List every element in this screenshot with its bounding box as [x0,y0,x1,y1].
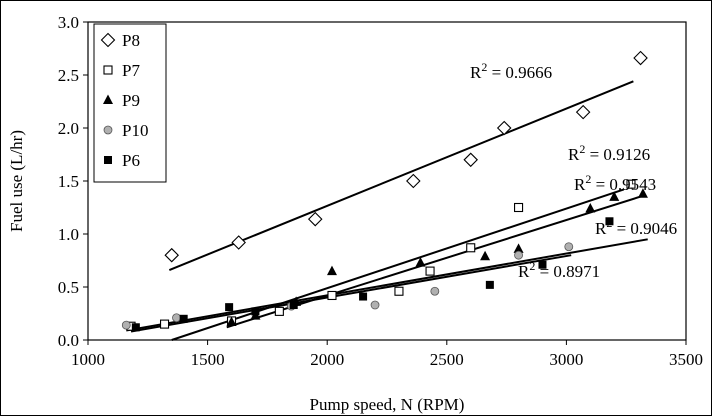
y-tick-label: 2.0 [58,119,79,138]
trendline-p7 [171,188,625,341]
point-p8 [633,50,648,66]
y-tick-label: 2.5 [58,66,79,85]
r2-label-p9: R2 = 0.9543 [574,172,656,194]
point-p7 [425,266,435,276]
point-p9 [513,243,524,253]
point-p7 [514,202,524,213]
point-p9 [415,257,426,267]
r2-label-p8: R2 = 0.9666 [470,60,552,82]
x-tick-label: 3500 [669,350,703,369]
point-p9 [609,191,620,201]
point-p8 [164,247,179,263]
point-p8 [463,152,478,168]
point-p8 [406,173,421,189]
y-tick-label: 1.0 [58,225,79,244]
legend-label-p9: P9 [122,91,140,110]
legend: P8 P7 P9 P10 P6 [93,23,167,183]
legend-label-p8: P8 [122,31,140,50]
point-p9 [226,316,237,326]
point-p10 [172,313,181,323]
legend-marker-p9 [103,94,113,104]
y-tick-label: 3.0 [58,13,79,32]
x-tick-label: 1500 [191,350,225,369]
point-p6 [289,301,298,310]
point-p7 [274,306,284,316]
point-p7 [466,243,476,253]
point-p10 [430,286,440,296]
point-p9 [480,250,491,261]
trendline-p6 [130,254,572,333]
point-p8 [575,104,591,120]
point-p9 [326,265,337,276]
x-tick-label: 2000 [310,350,344,369]
x-axis-title: Pump speed, N (RPM) [310,395,465,414]
legend-label-p7: P7 [122,61,140,80]
point-p6 [359,292,368,301]
legend-marker-p10 [103,125,113,135]
point-p10 [564,242,574,252]
x-tick-label: 1000 [71,350,105,369]
point-p6 [485,280,494,289]
r2-label-p6: R2 = 0.8971 [518,259,600,281]
point-p6 [131,323,140,332]
legend-marker-p8 [100,32,116,48]
legend-label-p10: P10 [122,121,148,140]
y-tick-label: 0.5 [58,278,79,297]
y-tick-label: 1.5 [58,172,79,191]
r-squared-labels: R2 = 0.9666 R2 = 0.9126 R2 = 0.9543 R2 = 0.… [470,60,677,281]
point-p8 [307,211,323,227]
r2-label-p7: R2 = 0.9126 [568,142,650,164]
axes: 1000 1500 2000 2500 3000 3500 0.0 0.5 1.0 1.5 2.0 2… [58,13,703,369]
legend-marker-p6 [104,156,112,164]
point-p7 [327,290,337,301]
point-p7 [626,179,636,189]
legend-marker-p7 [103,65,113,75]
point-p6 [605,217,614,226]
legend-label-p6: P6 [122,151,140,170]
point-p7 [394,286,404,296]
trendline-p10 [126,238,648,332]
r2-label-p10: R2 = 0.9046 [595,216,677,238]
y-axis-title: Fuel use (L/hr) [7,130,26,232]
point-p6 [251,307,260,316]
point-p9 [585,203,596,213]
point-p8 [496,120,512,136]
trendline-p8 [168,80,634,271]
point-p9 [637,188,648,198]
point-p6 [179,314,188,323]
point-p7 [159,319,170,329]
point-p6 [225,303,234,312]
point-p10 [121,320,131,330]
data-points [121,50,648,332]
point-p10 [514,250,523,260]
x-tick-label: 2500 [430,350,464,369]
point-p8 [231,235,246,250]
point-p10 [370,300,380,310]
point-p6 [538,260,547,269]
y-tick-label: 0.0 [58,331,79,350]
x-tick-label: 3000 [549,350,583,369]
